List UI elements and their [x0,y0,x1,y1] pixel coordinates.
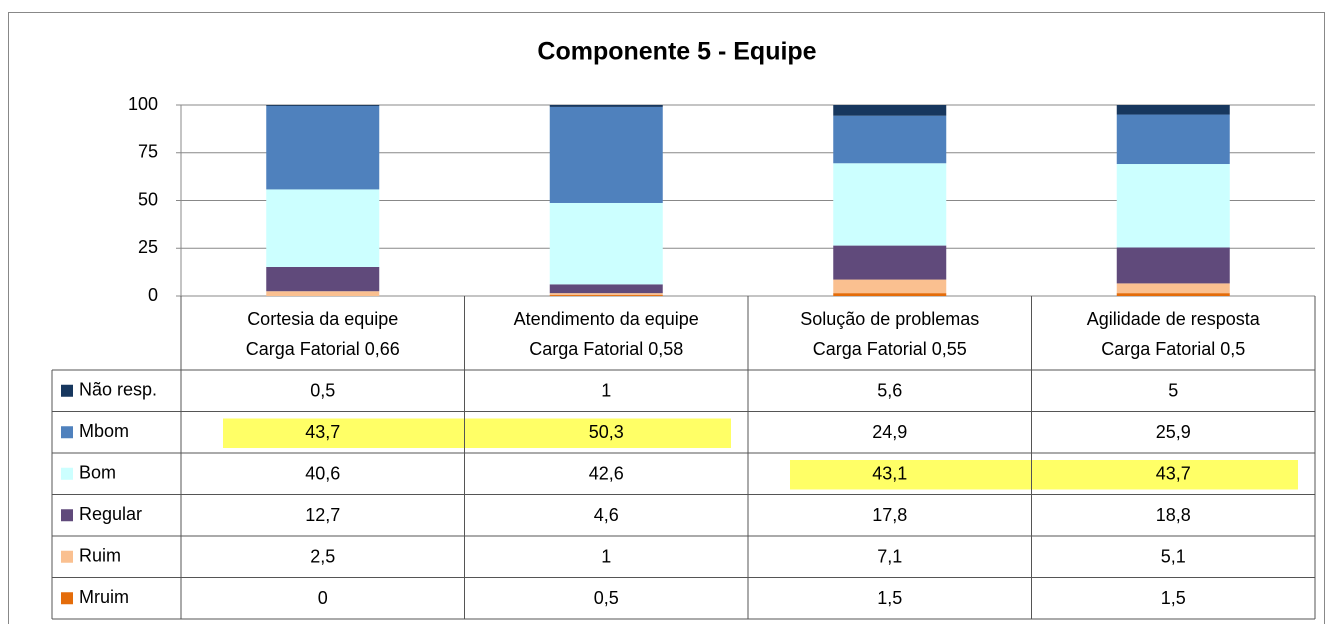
cell-value: 5 [1168,381,1178,401]
bar-segment [266,105,380,190]
legend-swatch [61,467,73,480]
cell-highlight [223,418,465,448]
bar-segment [833,245,947,280]
legend-label: Mbom [79,421,129,441]
cell-value: 43,1 [872,464,907,484]
cell-value: 1 [601,381,611,401]
bar-segment [549,106,663,203]
cell-value: 12,7 [305,505,340,525]
legend-label: Ruim [79,546,121,566]
cell-value: 24,9 [872,422,907,442]
bar-segment [266,105,380,106]
bar-segment [1116,105,1230,115]
legend-label: Mruim [79,587,129,607]
cell-value: 40,6 [305,464,340,484]
bar-segment [549,284,663,294]
cell-highlight [1031,460,1298,490]
bar-segment [833,163,947,246]
legend-swatch [61,550,73,563]
cell-value: 0 [318,588,328,608]
cell-value: 42,6 [589,464,624,484]
cell-value: 50,3 [589,422,624,442]
bar-segment [266,291,380,296]
chart-frame [8,12,1325,624]
cell-value: 5,1 [1161,547,1186,567]
bar-segment [549,105,663,107]
x-category-label: Carga Fatorial 0,5 [1101,339,1245,359]
bar-segment [1116,114,1230,165]
cell-value: 43,7 [305,422,340,442]
bar-segment [549,295,663,296]
cell-highlight [790,460,1032,490]
cell-value: 1,5 [877,588,902,608]
cell-highlight [464,418,731,448]
cell-value: 4,6 [594,505,619,525]
cell-value: 17,8 [872,505,907,525]
bar-segment [833,293,947,296]
x-category-label: Carga Fatorial 0,55 [813,339,967,359]
y-tick-label: 25 [138,237,158,257]
bar-segment [1116,164,1230,248]
legend-label: Não resp. [79,380,157,400]
legend-swatch [61,509,73,522]
x-category-label: Carga Fatorial 0,66 [246,339,400,359]
bar-segment [549,293,663,296]
x-category-label: Cortesia da equipe [247,309,398,329]
cell-value: 5,6 [877,381,902,401]
y-tick-label: 100 [128,94,158,114]
bar-segment [833,105,947,116]
bar-segment [833,115,947,164]
bar-segment [1116,293,1230,296]
cell-value: 25,9 [1156,422,1191,442]
legend-swatch [61,426,73,439]
y-tick-label: 50 [138,189,158,209]
bar-segment [266,189,380,267]
bar-segment [549,202,663,285]
cell-value: 2,5 [310,547,335,567]
cell-value: 0,5 [310,381,335,401]
bar-segment [833,279,947,294]
chart-title: Componente 5 - Equipe [537,38,816,66]
cell-value: 1 [601,547,611,567]
legend-label: Bom [79,463,116,483]
cell-value: 0,5 [594,588,619,608]
legend-swatch [61,384,73,397]
bar-segment [1116,247,1230,284]
x-category-label: Solução de problemas [800,309,979,329]
cell-value: 43,7 [1156,464,1191,484]
bar-segment [266,266,380,292]
legend-swatch [61,592,73,605]
cell-value: 1,5 [1161,588,1186,608]
x-category-label: Agilidade de resposta [1087,309,1261,329]
x-category-label: Atendimento da equipe [514,309,699,329]
y-tick-label: 0 [148,285,158,305]
cell-value: 18,8 [1156,505,1191,525]
y-tick-label: 75 [138,142,158,162]
bar-segment [1116,283,1230,294]
cell-value: 7,1 [877,547,902,567]
legend-label: Regular [79,504,142,524]
x-category-label: Carga Fatorial 0,58 [529,339,683,359]
